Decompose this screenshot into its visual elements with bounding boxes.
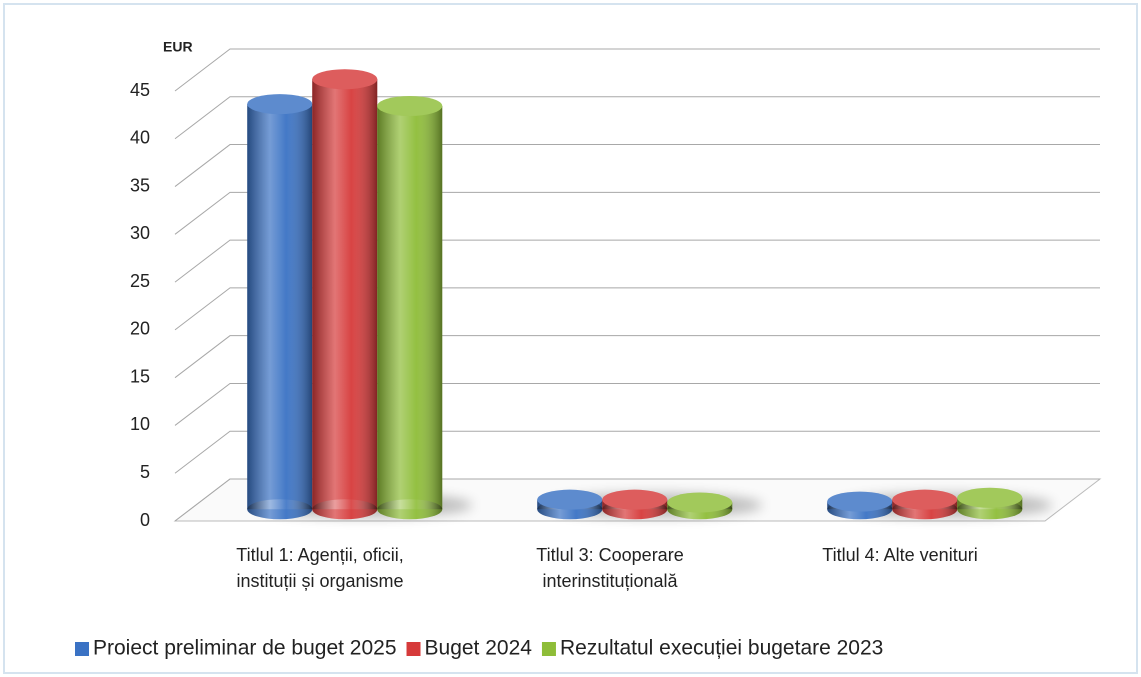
y-tick-label: 20 (130, 319, 150, 339)
x-tick-label: instituții și organisme (236, 571, 403, 591)
grid-line (174, 239, 1100, 283)
bar-shading (312, 79, 378, 510)
bar-top (602, 489, 668, 510)
x-tick-label: Titlul 4: Alte venituri (822, 545, 977, 565)
bar-shading (377, 105, 443, 510)
bar-bottom-shading (312, 499, 378, 520)
bar-top-shading (377, 95, 443, 116)
x-tick-label: Titlul 3: Cooperare (536, 545, 683, 565)
y-tick-label: 25 (130, 271, 150, 291)
y-axis-label: EUR (163, 39, 193, 55)
legend-label: Proiect preliminar de buget 2025 (93, 637, 397, 660)
grid-line (174, 430, 1100, 474)
bar-group (827, 491, 893, 520)
bar-top-shading (892, 489, 958, 510)
y-tick-label: 40 (130, 128, 150, 148)
grid-line (174, 144, 1100, 187)
bar-top (312, 69, 378, 90)
bar-top (667, 492, 733, 513)
x-tick-label: interinstituțională (542, 571, 678, 591)
bar-bottom-shading (377, 499, 443, 520)
bar-top (827, 491, 893, 512)
bar-group (667, 492, 733, 520)
bar-top-shading (827, 491, 893, 512)
bar-group (247, 94, 313, 520)
bar-group (892, 489, 958, 520)
grid-line (174, 287, 1100, 331)
x-tick-label: Titlul 1: Agenții, oficii, (236, 545, 403, 565)
grid-line (174, 48, 1100, 92)
bar-top-shading (667, 492, 733, 513)
grid-line (174, 191, 1100, 235)
y-tick-label: 10 (130, 414, 150, 434)
grid-line (174, 382, 1100, 426)
grid-line (174, 96, 1100, 140)
bar-top-shading (537, 489, 603, 510)
bar-group (312, 69, 378, 520)
legend-swatch (541, 642, 556, 656)
bar-group (377, 95, 443, 520)
y-tick-label: 45 (130, 80, 150, 100)
y-tick-label: 5 (140, 462, 150, 482)
bar-top (957, 487, 1023, 508)
y-tick-label: 35 (130, 175, 150, 195)
grid-line (174, 335, 1100, 379)
grid-line (174, 478, 1100, 522)
bar-top-shading (247, 94, 313, 115)
chart-border (3, 3, 1138, 674)
bar-group (537, 489, 603, 520)
bar-top (537, 489, 603, 510)
y-tick-label: 15 (130, 366, 150, 386)
y-tick-label: 30 (130, 223, 150, 243)
y-tick-label: 0 (140, 510, 150, 530)
bar-top (377, 95, 443, 116)
legend-swatch (75, 642, 89, 656)
bar-group (957, 487, 1023, 520)
legend-label: Buget 2024 (425, 637, 533, 660)
bar-top-shading (957, 487, 1023, 508)
legend-label: Rezultatul execuției bugetare 2023 (560, 637, 883, 660)
bar-bottom-shading (247, 499, 313, 520)
bar-top-shading (602, 489, 668, 510)
bar-group (602, 489, 668, 520)
bar-top (892, 489, 958, 510)
legend-swatch (406, 642, 421, 656)
bar-top (247, 94, 313, 115)
bar-top-shading (312, 69, 378, 90)
bar-shading (247, 104, 313, 510)
